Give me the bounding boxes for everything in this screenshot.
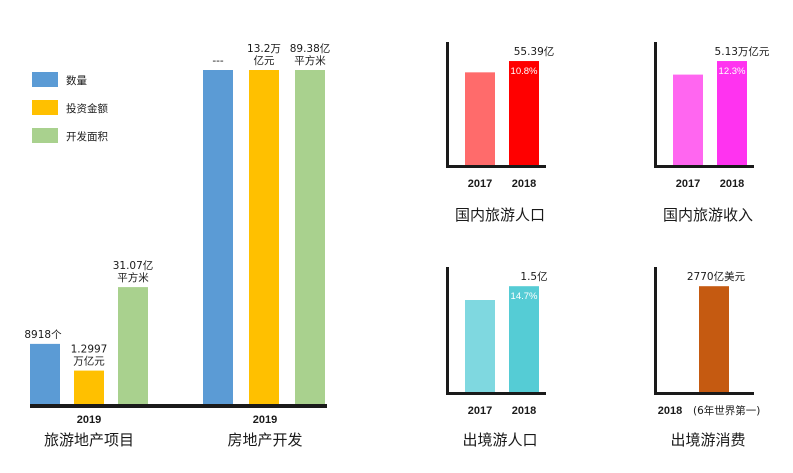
x-tick-outbound-tourists-2018: 2018 <box>512 405 536 417</box>
legend-label-3: 开发面积 <box>66 130 108 143</box>
bar-real-estate-3 <box>295 70 325 404</box>
x-tick-real-estate: 2019 <box>253 414 277 426</box>
bar-domestic-tourists-2017 <box>465 72 495 165</box>
chart-title-tourism-property: 旅游地产项目 <box>44 431 134 449</box>
x-axis-domestic-revenue <box>654 165 754 168</box>
x-tick-domestic-revenue-2018: 2018 <box>720 178 744 190</box>
bar-value-real-estate-2-line-1: 13.2万 <box>247 43 281 55</box>
growth-label-domestic-revenue-2018: 12.3% <box>719 66 746 77</box>
bar-tourism-property-2 <box>74 370 104 404</box>
x-tick-outbound-spending-2018: 2018 <box>658 405 682 417</box>
x-axis-domestic-tourists <box>446 165 546 168</box>
x-tick-outbound-tourists-2017: 2017 <box>468 405 492 417</box>
legend-swatch-3 <box>32 128 58 143</box>
bar-value-tourism-property-2-line-2: 万亿元 <box>73 355 105 368</box>
bar-value-domestic-revenue-2018: 5.13万亿元 <box>715 45 770 58</box>
legend-swatch-1 <box>32 72 58 87</box>
y-axis-domestic-tourists <box>446 42 449 168</box>
growth-label-domestic-tourists-2018: 10.8% <box>511 66 538 77</box>
y-axis-outbound-tourists <box>446 267 449 395</box>
bar-real-estate-1 <box>203 70 233 404</box>
left-axis-baseline <box>30 404 327 408</box>
bar-outbound-spending-2018 <box>699 286 729 392</box>
bar-domestic-revenue-2018 <box>717 61 747 165</box>
growth-label-outbound-tourists-2018: 14.7% <box>511 291 538 302</box>
chart-title-real-estate: 房地产开发 <box>227 431 302 449</box>
legend-label-2: 投资金额 <box>66 102 108 115</box>
bar-tourism-property-1 <box>30 343 60 404</box>
bar-value-tourism-property-2-line-1: 1.2997 <box>71 344 108 356</box>
x-tick-domestic-tourists-2017: 2017 <box>468 178 492 190</box>
bar-outbound-tourists-2017 <box>465 300 495 392</box>
bar-value-tourism-property-3-line-1: 31.07亿 <box>113 259 154 272</box>
bar-value-tourism-property-3-line-2: 平方米 <box>117 271 149 284</box>
x-tick-domestic-revenue-2017: 2017 <box>676 178 700 190</box>
chart-title-domestic-revenue: 国内旅游收入 <box>663 206 753 224</box>
y-axis-domestic-revenue <box>654 42 657 168</box>
bar-value-real-estate-3-line-2: 平方米 <box>294 54 326 67</box>
bar-outbound-tourists-2018 <box>509 286 539 392</box>
bar-tourism-property-3 <box>118 287 148 404</box>
x-tick-domestic-tourists-2018: 2018 <box>512 178 536 190</box>
bar-value-real-estate-3-line-1: 89.38亿 <box>290 42 331 55</box>
chart-title-outbound-spending: 出境游消费 <box>670 431 745 449</box>
category-note-outbound-spending: (6年世界第一) <box>693 404 760 417</box>
bar-value-outbound-tourists-2018: 1.5亿 <box>520 270 547 283</box>
legend-label-1: 数量 <box>66 74 87 87</box>
bar-domestic-revenue-2017 <box>673 74 703 165</box>
bar-value-real-estate-1-line-1: --- <box>212 55 224 67</box>
bar-real-estate-2 <box>249 70 279 404</box>
chart-title-domestic-tourists: 国内旅游人口 <box>455 206 545 224</box>
x-axis-outbound-tourists <box>446 392 546 395</box>
bar-value-domestic-tourists-2018: 55.39亿 <box>514 45 555 58</box>
bar-value-tourism-property-1-line-1: 8918个 <box>24 329 62 341</box>
bar-domestic-tourists-2018 <box>509 61 539 165</box>
bar-value-outbound-spending-2018: 2770亿美元 <box>687 270 746 283</box>
chart-title-outbound-tourists: 出境游人口 <box>462 431 537 449</box>
x-tick-tourism-property: 2019 <box>77 414 101 426</box>
y-axis-outbound-spending <box>654 267 657 395</box>
x-axis-outbound-spending <box>654 392 754 395</box>
bar-value-real-estate-2-line-2: 亿元 <box>254 54 275 67</box>
legend-swatch-2 <box>32 100 58 115</box>
